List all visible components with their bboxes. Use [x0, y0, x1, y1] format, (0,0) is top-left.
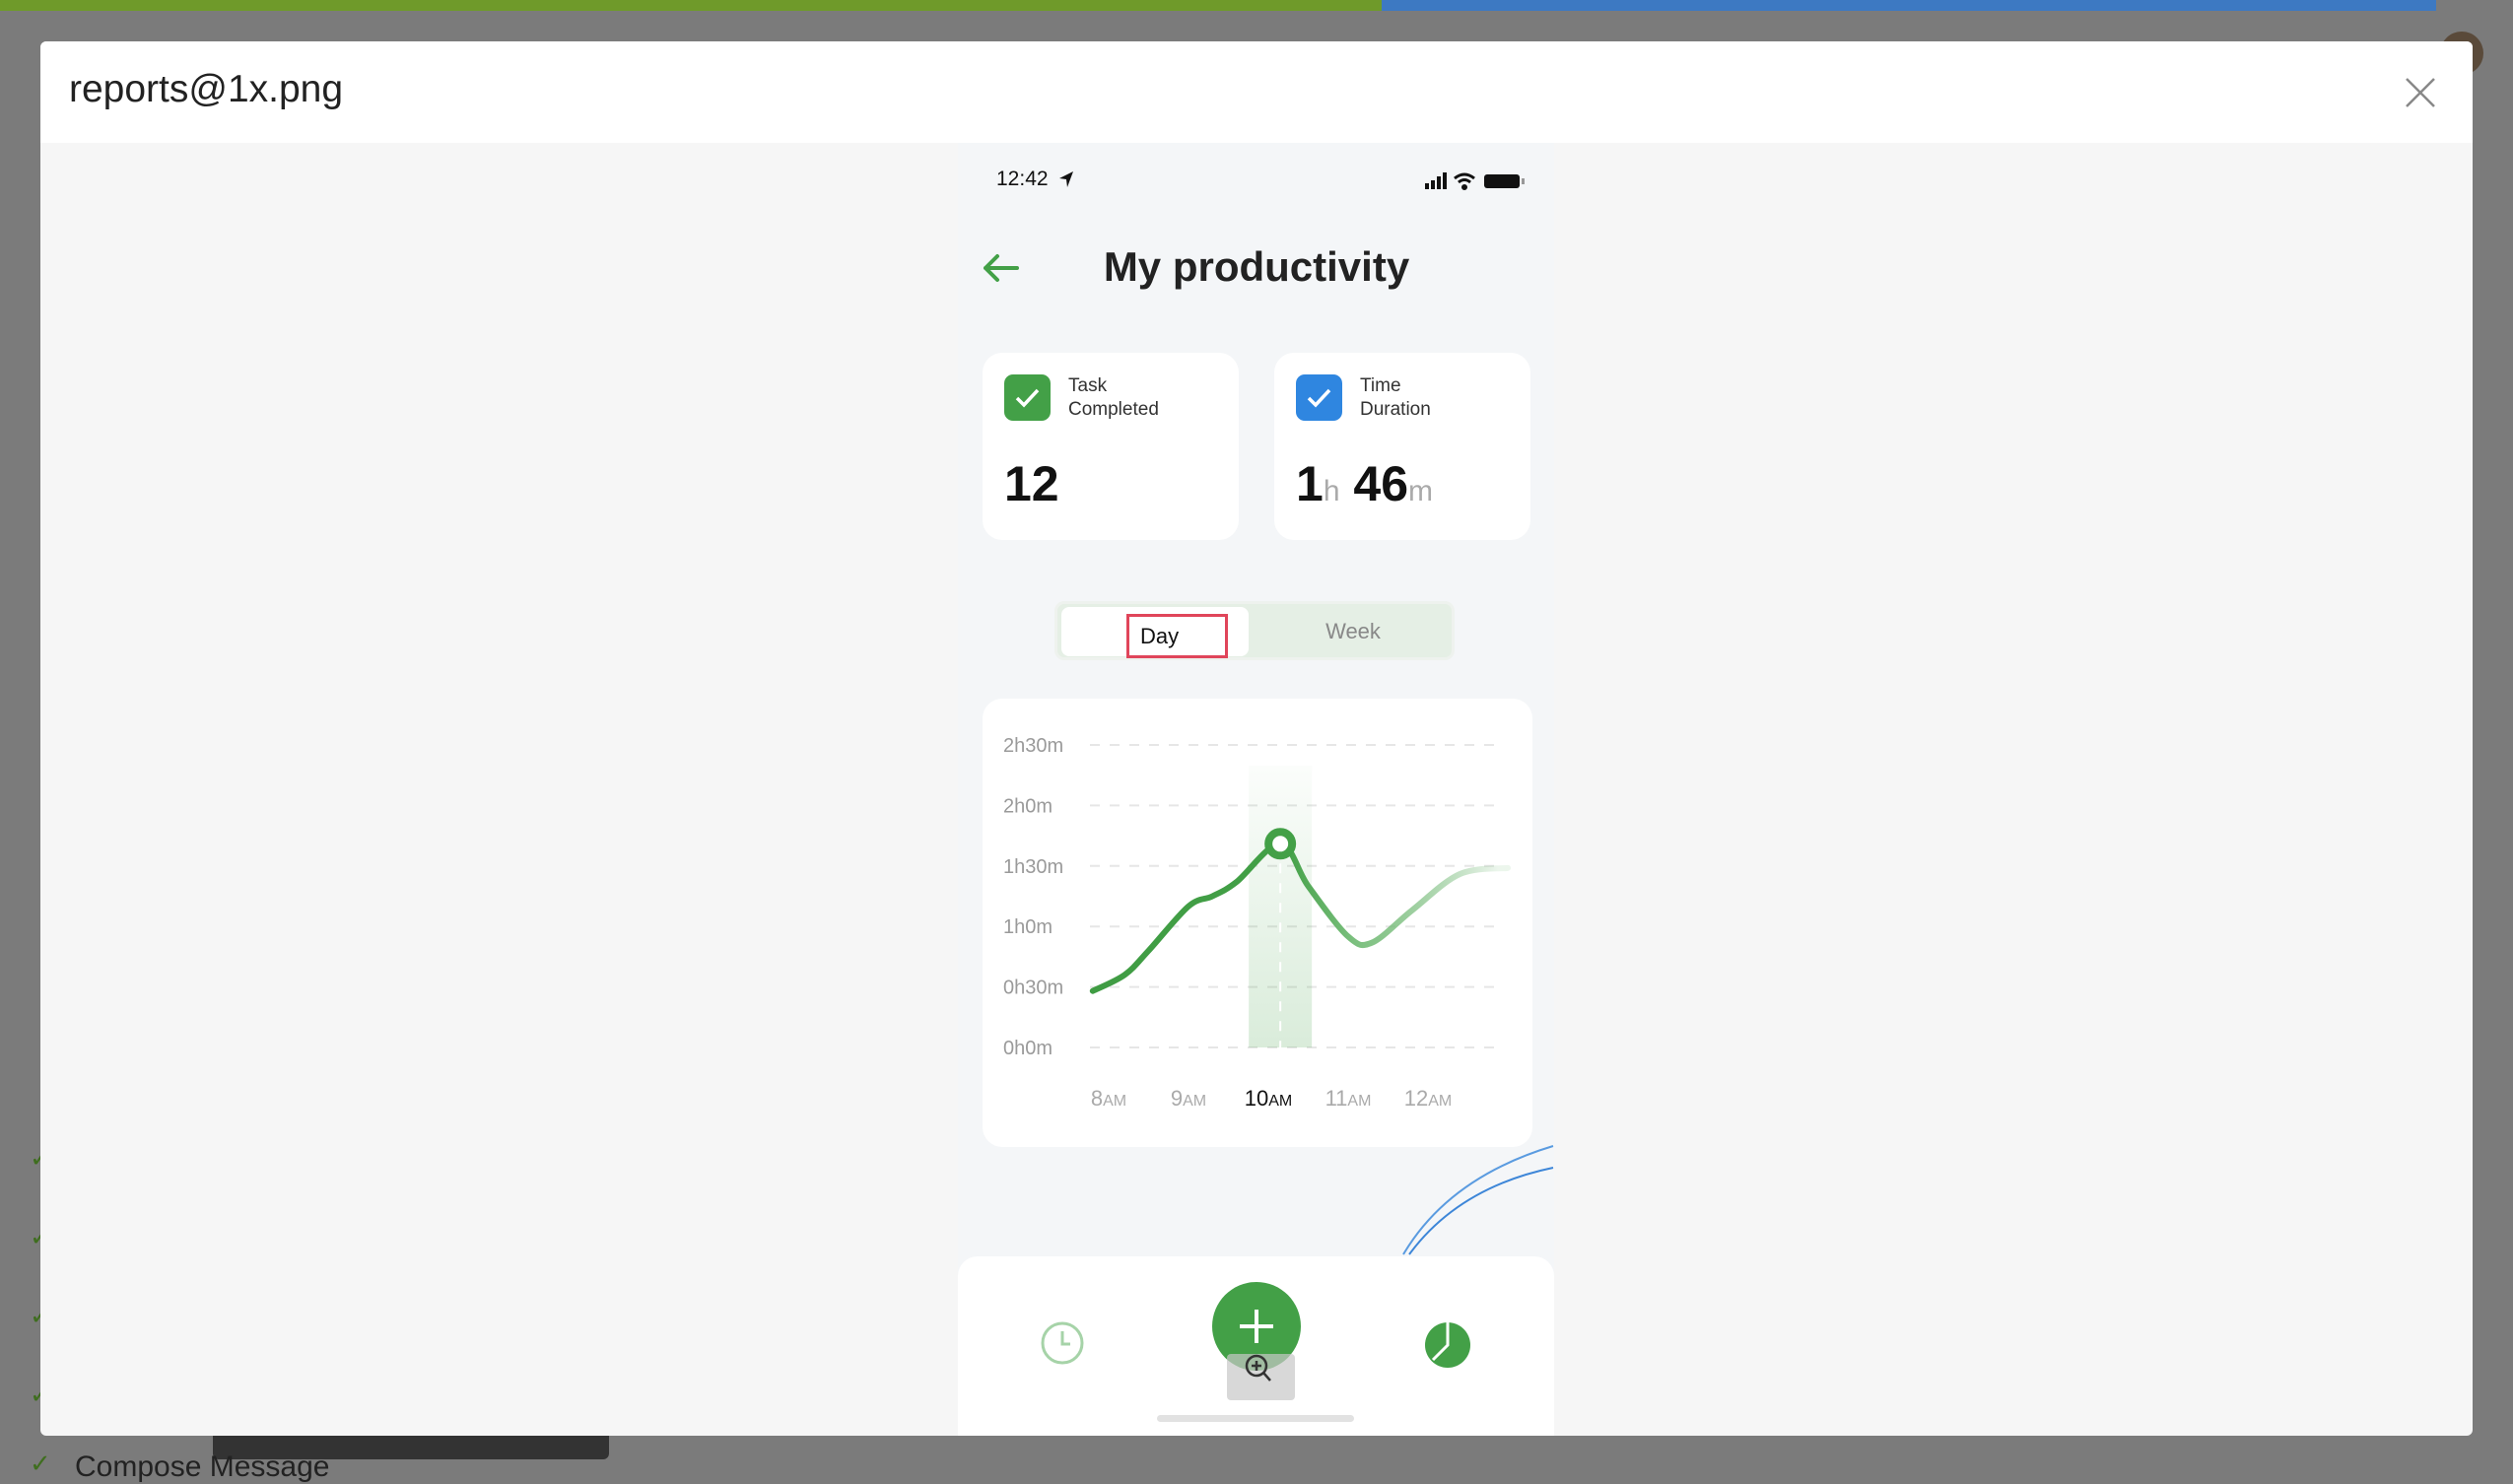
chart-card: [983, 699, 1532, 1147]
home-indicator: [1157, 1415, 1354, 1422]
card-label: Completed: [1068, 399, 1159, 420]
minutes-value: 46: [1353, 456, 1409, 511]
page-title: My productivity: [1103, 243, 1410, 290]
wifi-icon: [1454, 172, 1475, 190]
tab-week[interactable]: Week: [1325, 619, 1381, 643]
close-icon[interactable]: [2401, 73, 2440, 112]
minutes-unit: m: [1408, 475, 1434, 507]
tab-day[interactable]: Day: [1061, 607, 1249, 658]
tasks-value: 12: [1004, 456, 1059, 511]
period-toggle: Day Week: [1054, 601, 1455, 660]
location-icon: [1059, 171, 1073, 187]
check-icon: [1296, 374, 1342, 421]
check-icon: ✓: [30, 1449, 51, 1478]
modal-header: reports@1x.png: [40, 41, 2473, 143]
status-time: 12:42: [996, 168, 1049, 190]
day-label-highlight: Day: [1126, 614, 1228, 658]
duration-value: 1h 46m: [1296, 455, 1433, 512]
top-progress-blue: [1382, 0, 2436, 11]
compose-message-item[interactable]: Compose Message: [75, 1450, 330, 1483]
card-label: Time: [1360, 375, 1401, 396]
tasks-completed-card: Task Completed 12: [983, 353, 1239, 540]
hours-value: 1: [1296, 456, 1324, 511]
check-icon: [1004, 374, 1051, 421]
card-label: Duration: [1360, 399, 1431, 420]
top-progress-green: [0, 0, 1382, 11]
clock-icon[interactable]: [1040, 1320, 1085, 1366]
status-icons: [1425, 172, 1525, 190]
zoom-in-icon: [1245, 1354, 1271, 1382]
pie-chart-icon[interactable]: [1423, 1320, 1472, 1370]
background-panel: [213, 1436, 609, 1459]
signal-icon: [1425, 172, 1447, 189]
plus-icon: [1240, 1310, 1273, 1343]
zoom-overlay[interactable]: [1227, 1354, 1295, 1400]
back-arrow-icon[interactable]: [982, 251, 1021, 285]
card-label: Task: [1068, 375, 1108, 396]
time-duration-card: Time Duration 1h 46m: [1274, 353, 1530, 540]
battery-icon: [1484, 174, 1525, 188]
decorative-curves: [1402, 1145, 1554, 1255]
hours-unit: h: [1323, 475, 1340, 507]
modal-title: reports@1x.png: [69, 68, 344, 110]
